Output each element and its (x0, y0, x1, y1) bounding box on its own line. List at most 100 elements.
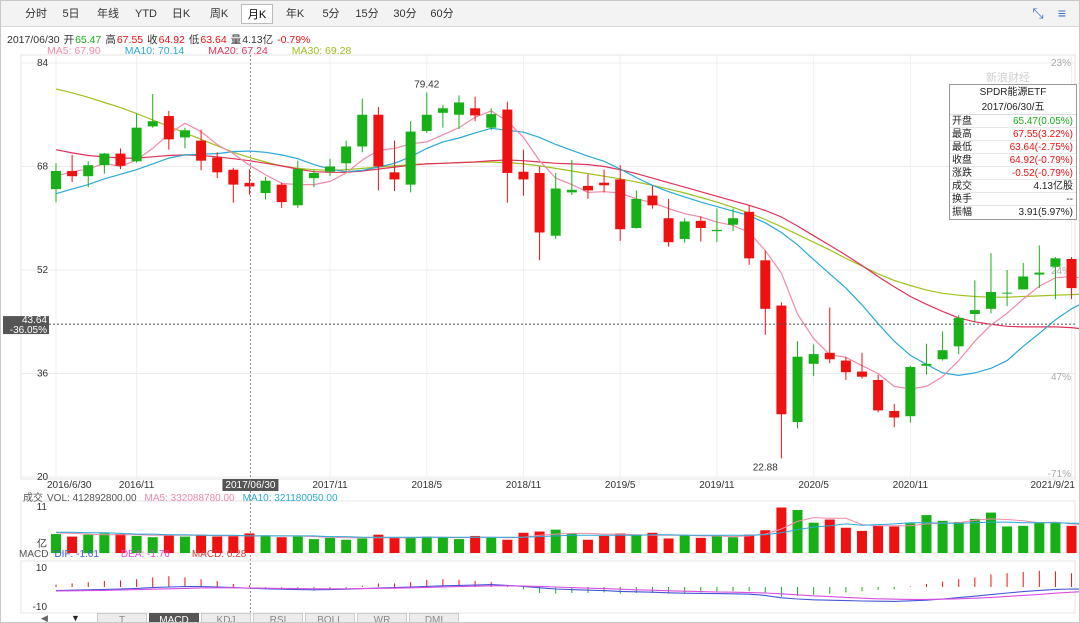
volume-bar (744, 534, 755, 553)
period-tab-bar: 分时 5日 年线 YTD 日K 周K 月K 年K 5分 15分 30分 60分 ⤡ ≡ (1, 1, 1079, 27)
menu-icon[interactable]: ≡ (1057, 5, 1067, 21)
price-tick-label: 36 (37, 369, 49, 380)
x-axis-label: 2017/11 (312, 480, 348, 491)
tooltip-row-label: 最低 (952, 142, 972, 153)
tooltip-row-value: 4.13亿股 (1033, 181, 1073, 192)
tab-1[interactable]: 5日 (62, 8, 80, 20)
candle-body (67, 171, 78, 177)
x-axis-label: 2021/9/21 (1031, 480, 1076, 491)
price-panel-frame (20, 54, 1076, 480)
info-open-label: 开 (63, 34, 75, 46)
scroll-left-icon[interactable]: ◀ (41, 613, 48, 623)
ohlc-info-line: 2017/06/30 开65.47 高67.55 收64.92 低63.64 量4.13亿… (7, 32, 314, 47)
candle-body (276, 184, 287, 203)
tab-3[interactable]: YTD (135, 8, 157, 20)
volume-panel-frame (20, 500, 1076, 554)
info-change: -0.79% (277, 34, 311, 46)
candle-body (582, 185, 593, 191)
candle-body (421, 114, 432, 131)
ma20-label: MA20: 67.24 (208, 45, 268, 57)
volume-bar (454, 539, 464, 553)
volume-bar (905, 523, 916, 553)
info-date: 2017/06/30 (7, 34, 60, 46)
indicator-tab-2[interactable]: KDJ (201, 613, 251, 622)
candle-body (147, 121, 158, 127)
tab-10[interactable]: 30分 (393, 8, 417, 20)
tab-11[interactable]: 60分 (430, 8, 454, 20)
candle-body (663, 218, 674, 243)
tab-2[interactable]: 年线 (97, 8, 119, 20)
indicator-dropdown-icon[interactable]: ▼ (71, 613, 80, 623)
volume-bar (212, 536, 223, 553)
dea-value: DEA: -1.76 (120, 549, 170, 560)
candle-body (502, 109, 513, 173)
candle-body (486, 114, 497, 128)
info-open: 65.47 (75, 34, 102, 46)
info-high: 67.55 (116, 34, 144, 46)
candle-body (389, 172, 400, 180)
volume-bar (1018, 525, 1029, 553)
ma10-label: MA10: 70.14 (124, 45, 185, 57)
candle-body (179, 130, 190, 138)
volume-bar (840, 527, 851, 553)
tooltip-rows: 开盘 65.47(0.05%) 最高 67.55(3.22%) 最低 63.64(-2.7… (950, 115, 1076, 219)
tooltip-row: 收盘 64.92(-0.79%) (950, 154, 1076, 167)
tab-0[interactable]: 分时 (25, 8, 47, 20)
candle-body (292, 169, 303, 206)
tooltip-row-value: 64.92(-0.79%) (1009, 155, 1073, 166)
info-low-label: 低 (188, 34, 200, 46)
extreme-value-label: 22.88 (753, 462, 778, 473)
indicator-tab-3[interactable]: RSI (253, 613, 303, 622)
volume-bar (1034, 522, 1045, 553)
expand-icon[interactable]: ⤡ (1032, 5, 1044, 21)
indicator-tab-6[interactable]: DMI (409, 613, 459, 622)
tooltip-row-label: 成交 (952, 181, 972, 192)
tab-4[interactable]: 日K (171, 8, 191, 20)
indicator-tab-1[interactable]: MACD (149, 613, 199, 622)
ma-info-line: MA5: 67.90 MA10: 70.14 MA20: 67.24 MA30: 69… (47, 45, 355, 57)
volume-bar (518, 532, 529, 553)
volume-tick-top: 11 (37, 502, 48, 513)
volume-bar (405, 537, 416, 553)
volume-bar (470, 535, 481, 553)
volume-bar (953, 522, 964, 553)
price-tick-label: 84 (37, 58, 49, 69)
tooltip-row-label: 涨跌 (952, 168, 972, 179)
volume-bar (486, 537, 497, 553)
tooltip-row-value: -- (1066, 194, 1073, 205)
x-axis-label: 2019/11 (699, 480, 735, 491)
volume-bar (679, 534, 690, 553)
candle-body (808, 354, 819, 364)
volume-bar (776, 507, 787, 553)
volume-bar (808, 522, 819, 553)
tooltip-row-value: 3.91(5.97%) (1018, 207, 1073, 218)
indicator-tab-0[interactable]: T (97, 613, 147, 622)
volume-bar (985, 512, 996, 553)
macd-tick-top: 10 (36, 563, 48, 574)
candle-body (405, 131, 416, 185)
tab-6[interactable]: 月K (241, 4, 273, 24)
tab-8[interactable]: 5分 (322, 8, 340, 20)
volume-bar (341, 539, 352, 553)
indicator-tab-4[interactable]: BOLL (305, 613, 355, 622)
tab-9[interactable]: 15分 (355, 8, 379, 20)
candle-body (760, 260, 771, 309)
macd-tick-bottom: -10 (33, 602, 48, 613)
tab-5[interactable]: 周K (209, 8, 229, 20)
tab-7[interactable]: 年K (285, 8, 305, 20)
info-close: 64.92 (158, 34, 185, 46)
candle-body (357, 114, 368, 147)
indicator-tab-5[interactable]: WR (357, 613, 407, 622)
volume-bar (502, 539, 513, 553)
candle-body (325, 166, 336, 172)
ma30-label: MA30: 69.28 (291, 45, 352, 57)
x-axis-label: 2018/5 (411, 480, 442, 491)
volume-bar (663, 538, 674, 553)
candle-body (889, 411, 900, 418)
volume-tick-bottom: 亿 (37, 537, 47, 550)
crosshair-price-box (3, 316, 49, 335)
tooltip-row-label: 振幅 (952, 207, 972, 218)
x-axis-label: 2016/11 (119, 480, 155, 491)
